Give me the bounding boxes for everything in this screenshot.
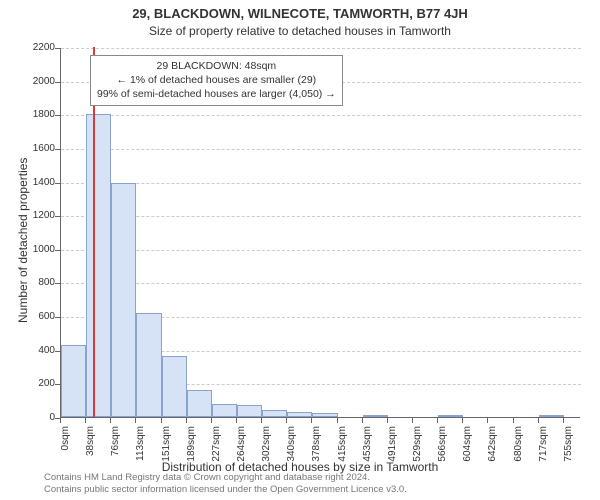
- y-tick-label: 1800: [0, 109, 55, 120]
- histogram-bar: [438, 415, 463, 417]
- y-tick-label: 600: [0, 311, 55, 322]
- histogram-bar: [237, 405, 262, 417]
- x-tick-mark: [362, 418, 363, 423]
- x-tick-label: 491sqm: [387, 426, 398, 466]
- y-tick-label: 2200: [0, 42, 55, 53]
- y-tick-mark: [55, 82, 60, 83]
- y-tick-mark: [55, 317, 60, 318]
- x-tick-label: 151sqm: [161, 426, 172, 466]
- gridline-h: [61, 115, 581, 116]
- x-tick-label: 264sqm: [236, 426, 247, 466]
- x-tick-mark: [60, 418, 61, 423]
- x-tick-label: 529sqm: [412, 426, 423, 466]
- annotation-line-3: 99% of semi-detached houses are larger (…: [97, 87, 336, 101]
- y-tick-mark: [55, 48, 60, 49]
- gridline-h: [61, 149, 581, 150]
- y-tick-mark: [55, 216, 60, 217]
- x-tick-label: 38sqm: [85, 426, 96, 466]
- x-tick-label: 680sqm: [513, 426, 524, 466]
- footer-line-1: Contains HM Land Registry data © Crown c…: [44, 472, 407, 484]
- y-tick-mark: [55, 384, 60, 385]
- y-tick-label: 800: [0, 277, 55, 288]
- y-tick-label: 1000: [0, 244, 55, 255]
- gridline-h: [61, 283, 581, 284]
- x-tick-mark: [261, 418, 262, 423]
- x-tick-label: 0sqm: [60, 426, 71, 466]
- histogram-bar: [136, 313, 161, 417]
- x-tick-mark: [161, 418, 162, 423]
- chart-container: 29, BLACKDOWN, WILNECOTE, TAMWORTH, B77 …: [0, 0, 600, 500]
- histogram-bar: [162, 356, 187, 417]
- x-tick-mark: [85, 418, 86, 423]
- x-tick-label: 113sqm: [135, 426, 146, 466]
- x-tick-label: 302sqm: [261, 426, 272, 466]
- histogram-bar: [539, 415, 564, 417]
- x-tick-label: 604sqm: [462, 426, 473, 466]
- x-tick-mark: [286, 418, 287, 423]
- annotation-box: 29 BLACKDOWN: 48sqm ← 1% of detached hou…: [90, 55, 343, 106]
- x-tick-mark: [211, 418, 212, 423]
- x-tick-mark: [487, 418, 488, 423]
- x-tick-label: 378sqm: [311, 426, 322, 466]
- x-tick-mark: [337, 418, 338, 423]
- annotation-line-1: 29 BLACKDOWN: 48sqm: [97, 59, 336, 73]
- x-tick-label: 415sqm: [337, 426, 348, 466]
- footer-attribution: Contains HM Land Registry data © Crown c…: [44, 472, 407, 497]
- histogram-bar: [187, 390, 212, 417]
- x-tick-mark: [563, 418, 564, 423]
- y-tick-mark: [55, 149, 60, 150]
- y-tick-mark: [55, 115, 60, 116]
- y-tick-mark: [55, 351, 60, 352]
- x-tick-label: 755sqm: [563, 426, 574, 466]
- x-tick-mark: [110, 418, 111, 423]
- gridline-h: [61, 183, 581, 184]
- annotation-line-2: ← 1% of detached houses are smaller (29): [97, 73, 336, 87]
- y-tick-label: 1600: [0, 143, 55, 154]
- chart-subtitle: Size of property relative to detached ho…: [0, 24, 600, 38]
- y-tick-label: 200: [0, 378, 55, 389]
- y-tick-label: 1200: [0, 210, 55, 221]
- x-tick-mark: [538, 418, 539, 423]
- x-tick-label: 717sqm: [538, 426, 549, 466]
- histogram-bar: [262, 410, 287, 417]
- x-tick-label: 453sqm: [362, 426, 373, 466]
- x-tick-mark: [311, 418, 312, 423]
- x-tick-mark: [387, 418, 388, 423]
- histogram-bar: [287, 412, 312, 417]
- y-tick-mark: [55, 250, 60, 251]
- histogram-bar: [363, 415, 388, 417]
- y-tick-mark: [55, 283, 60, 284]
- x-tick-label: 76sqm: [110, 426, 121, 466]
- x-tick-label: 189sqm: [186, 426, 197, 466]
- x-tick-label: 227sqm: [211, 426, 222, 466]
- x-tick-label: 642sqm: [487, 426, 498, 466]
- y-tick-label: 400: [0, 345, 55, 356]
- gridline-h: [61, 216, 581, 217]
- x-tick-mark: [513, 418, 514, 423]
- gridline-h: [61, 48, 581, 49]
- histogram-bar: [312, 413, 337, 417]
- y-tick-label: 2000: [0, 76, 55, 87]
- histogram-bar: [61, 345, 86, 417]
- x-tick-label: 340sqm: [286, 426, 297, 466]
- x-tick-label: 566sqm: [437, 426, 448, 466]
- chart-title-address: 29, BLACKDOWN, WILNECOTE, TAMWORTH, B77 …: [0, 6, 600, 21]
- y-tick-mark: [55, 183, 60, 184]
- x-tick-mark: [135, 418, 136, 423]
- histogram-bar: [111, 183, 136, 417]
- gridline-h: [61, 250, 581, 251]
- histogram-bar: [212, 404, 237, 417]
- x-tick-mark: [437, 418, 438, 423]
- x-tick-mark: [412, 418, 413, 423]
- histogram-bar: [86, 114, 111, 417]
- x-tick-mark: [186, 418, 187, 423]
- y-tick-label: 0: [0, 412, 55, 423]
- y-tick-label: 1400: [0, 177, 55, 188]
- x-tick-mark: [462, 418, 463, 423]
- x-tick-mark: [236, 418, 237, 423]
- footer-line-2: Contains public sector information licen…: [44, 484, 407, 496]
